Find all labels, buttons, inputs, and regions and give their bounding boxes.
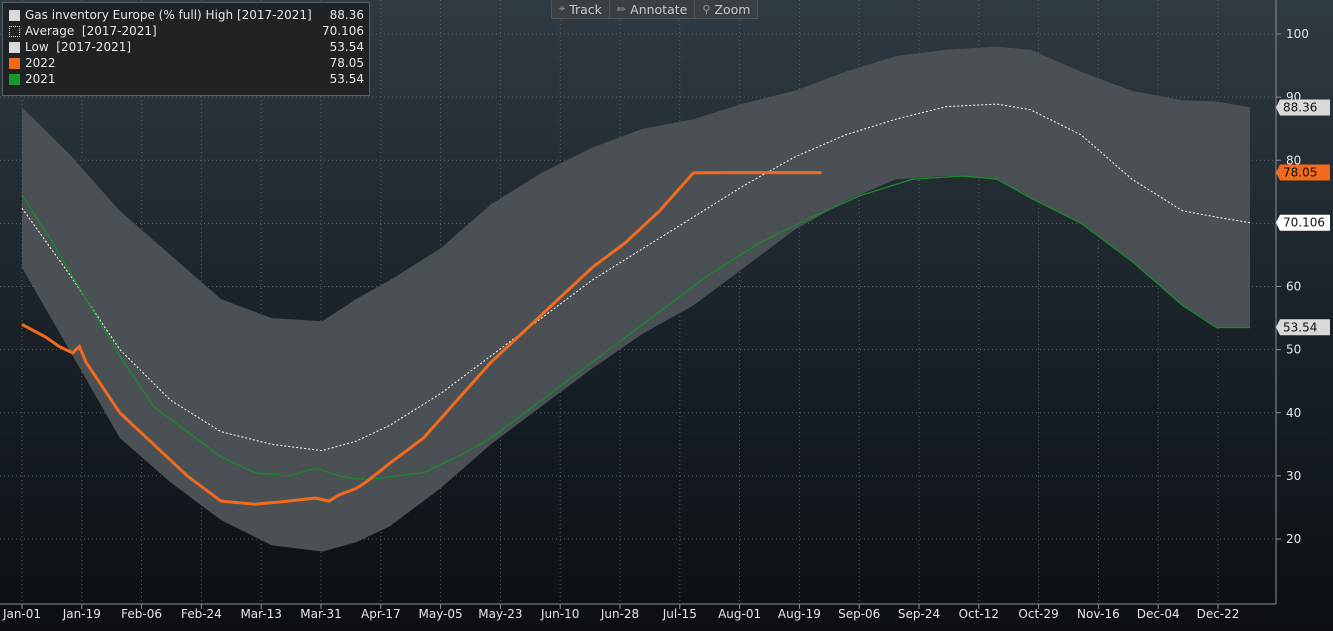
legend-swatch bbox=[9, 41, 20, 53]
value-tag bbox=[1276, 99, 1330, 116]
x-tick-label: May-23 bbox=[478, 607, 522, 621]
value-tag-label: 78.05 bbox=[1283, 166, 1317, 180]
x-tick-label: Mar-31 bbox=[300, 607, 341, 621]
legend-value: 88.36 bbox=[329, 8, 364, 22]
y-tick-label: 60 bbox=[1286, 280, 1301, 294]
x-tick-label: Jun-10 bbox=[540, 607, 579, 621]
legend-swatch bbox=[9, 57, 20, 69]
y-tick-label: 30 bbox=[1286, 469, 1301, 483]
value-tags: 88.36 78.05 70.106 53.54 bbox=[1276, 99, 1330, 336]
legend-value: 78.05 bbox=[329, 56, 364, 70]
x-tick-label: Dec-04 bbox=[1137, 607, 1180, 621]
zoom-button[interactable]: ⚲ Zoom bbox=[695, 0, 757, 18]
zoom-label: Zoom bbox=[714, 1, 751, 17]
series-2022-line bbox=[21, 171, 822, 506]
legend-swatch bbox=[9, 9, 20, 21]
value-tag bbox=[1276, 214, 1330, 231]
x-tick-label: Aug-01 bbox=[718, 607, 761, 621]
pencil-icon: ✏ bbox=[616, 2, 627, 16]
crosshair-icon: ⌖ bbox=[559, 2, 566, 15]
y-tick-label: 80 bbox=[1286, 153, 1301, 167]
x-tick-label: Dec-22 bbox=[1197, 607, 1240, 621]
value-tag bbox=[1276, 319, 1330, 336]
legend-item-2022[interactable]: 2022 78.05 bbox=[9, 55, 364, 71]
x-tick-label: Sep-06 bbox=[838, 607, 880, 621]
legend-value: 53.54 bbox=[329, 72, 364, 86]
series-2021-line bbox=[21, 175, 1250, 480]
legend-value: 53.54 bbox=[329, 40, 364, 54]
legend-swatch bbox=[9, 73, 20, 85]
x-tick-label: Oct-29 bbox=[1018, 607, 1058, 621]
legend-item-high[interactable]: Gas inventory Europe (% full) High [2017… bbox=[9, 7, 364, 23]
x-tick-label: Jul-15 bbox=[662, 607, 697, 621]
x-tick-label: Feb-06 bbox=[121, 607, 162, 621]
x-tick-label: Apr-17 bbox=[361, 607, 401, 621]
value-tag-label: 53.54 bbox=[1283, 320, 1317, 334]
value-tag bbox=[1276, 164, 1330, 181]
high-low-band bbox=[22, 46, 1250, 552]
average-series-line bbox=[21, 103, 1251, 452]
y-tick-label: 20 bbox=[1286, 532, 1301, 546]
x-tick-label: Feb-24 bbox=[181, 607, 222, 621]
chart-legend: Gas inventory Europe (% full) High [2017… bbox=[2, 2, 370, 96]
annotate-label: Annotate bbox=[630, 1, 688, 17]
track-button[interactable]: ⌖ Track bbox=[552, 0, 610, 18]
y-tick-label: 40 bbox=[1286, 406, 1301, 420]
x-tick-label: Mar-13 bbox=[240, 607, 281, 621]
legend-item-low[interactable]: Low [2017-2021] 53.54 bbox=[9, 39, 364, 55]
legend-label: Low [2017-2021] bbox=[25, 40, 132, 54]
x-tick-label: Jan-01 bbox=[2, 607, 41, 621]
legend-value: 70.106 bbox=[322, 24, 364, 38]
legend-item-2021[interactable]: 2021 53.54 bbox=[9, 71, 364, 87]
y-tick-label: 100 bbox=[1286, 27, 1309, 41]
x-tick-label: May-05 bbox=[418, 607, 462, 621]
legend-swatch bbox=[9, 25, 20, 37]
y-tick-label: 50 bbox=[1286, 343, 1301, 357]
x-tick-label: Jan-19 bbox=[62, 607, 101, 621]
x-axis-ticks: Jan-01 Jan-19 Feb-06 Feb-24 Mar-13 Mar-31 Apr-… bbox=[2, 604, 1239, 621]
x-tick-label: Aug-19 bbox=[778, 607, 821, 621]
x-tick-label: Sep-24 bbox=[898, 607, 940, 621]
x-tick-label: Nov-16 bbox=[1077, 607, 1120, 621]
legend-label: Gas inventory Europe (% full) High [2017… bbox=[25, 8, 312, 22]
value-tag-label: 70.106 bbox=[1283, 216, 1325, 230]
chart-toolbar: ⌖ Track ✏ Annotate ⚲ Zoom bbox=[551, 0, 759, 19]
value-tag-label: 88.36 bbox=[1283, 100, 1317, 114]
legend-label: 2021 bbox=[25, 72, 56, 86]
legend-label: 2022 bbox=[25, 56, 56, 70]
annotate-button[interactable]: ✏ Annotate bbox=[610, 0, 696, 18]
legend-label: Average [2017-2021] bbox=[25, 24, 157, 38]
x-tick-label: Jun-28 bbox=[600, 607, 639, 621]
track-label: Track bbox=[569, 1, 602, 17]
magnifier-icon: ⚲ bbox=[702, 2, 711, 16]
x-tick-label: Oct-12 bbox=[959, 607, 999, 621]
legend-item-average[interactable]: Average [2017-2021] 70.106 bbox=[9, 23, 364, 39]
